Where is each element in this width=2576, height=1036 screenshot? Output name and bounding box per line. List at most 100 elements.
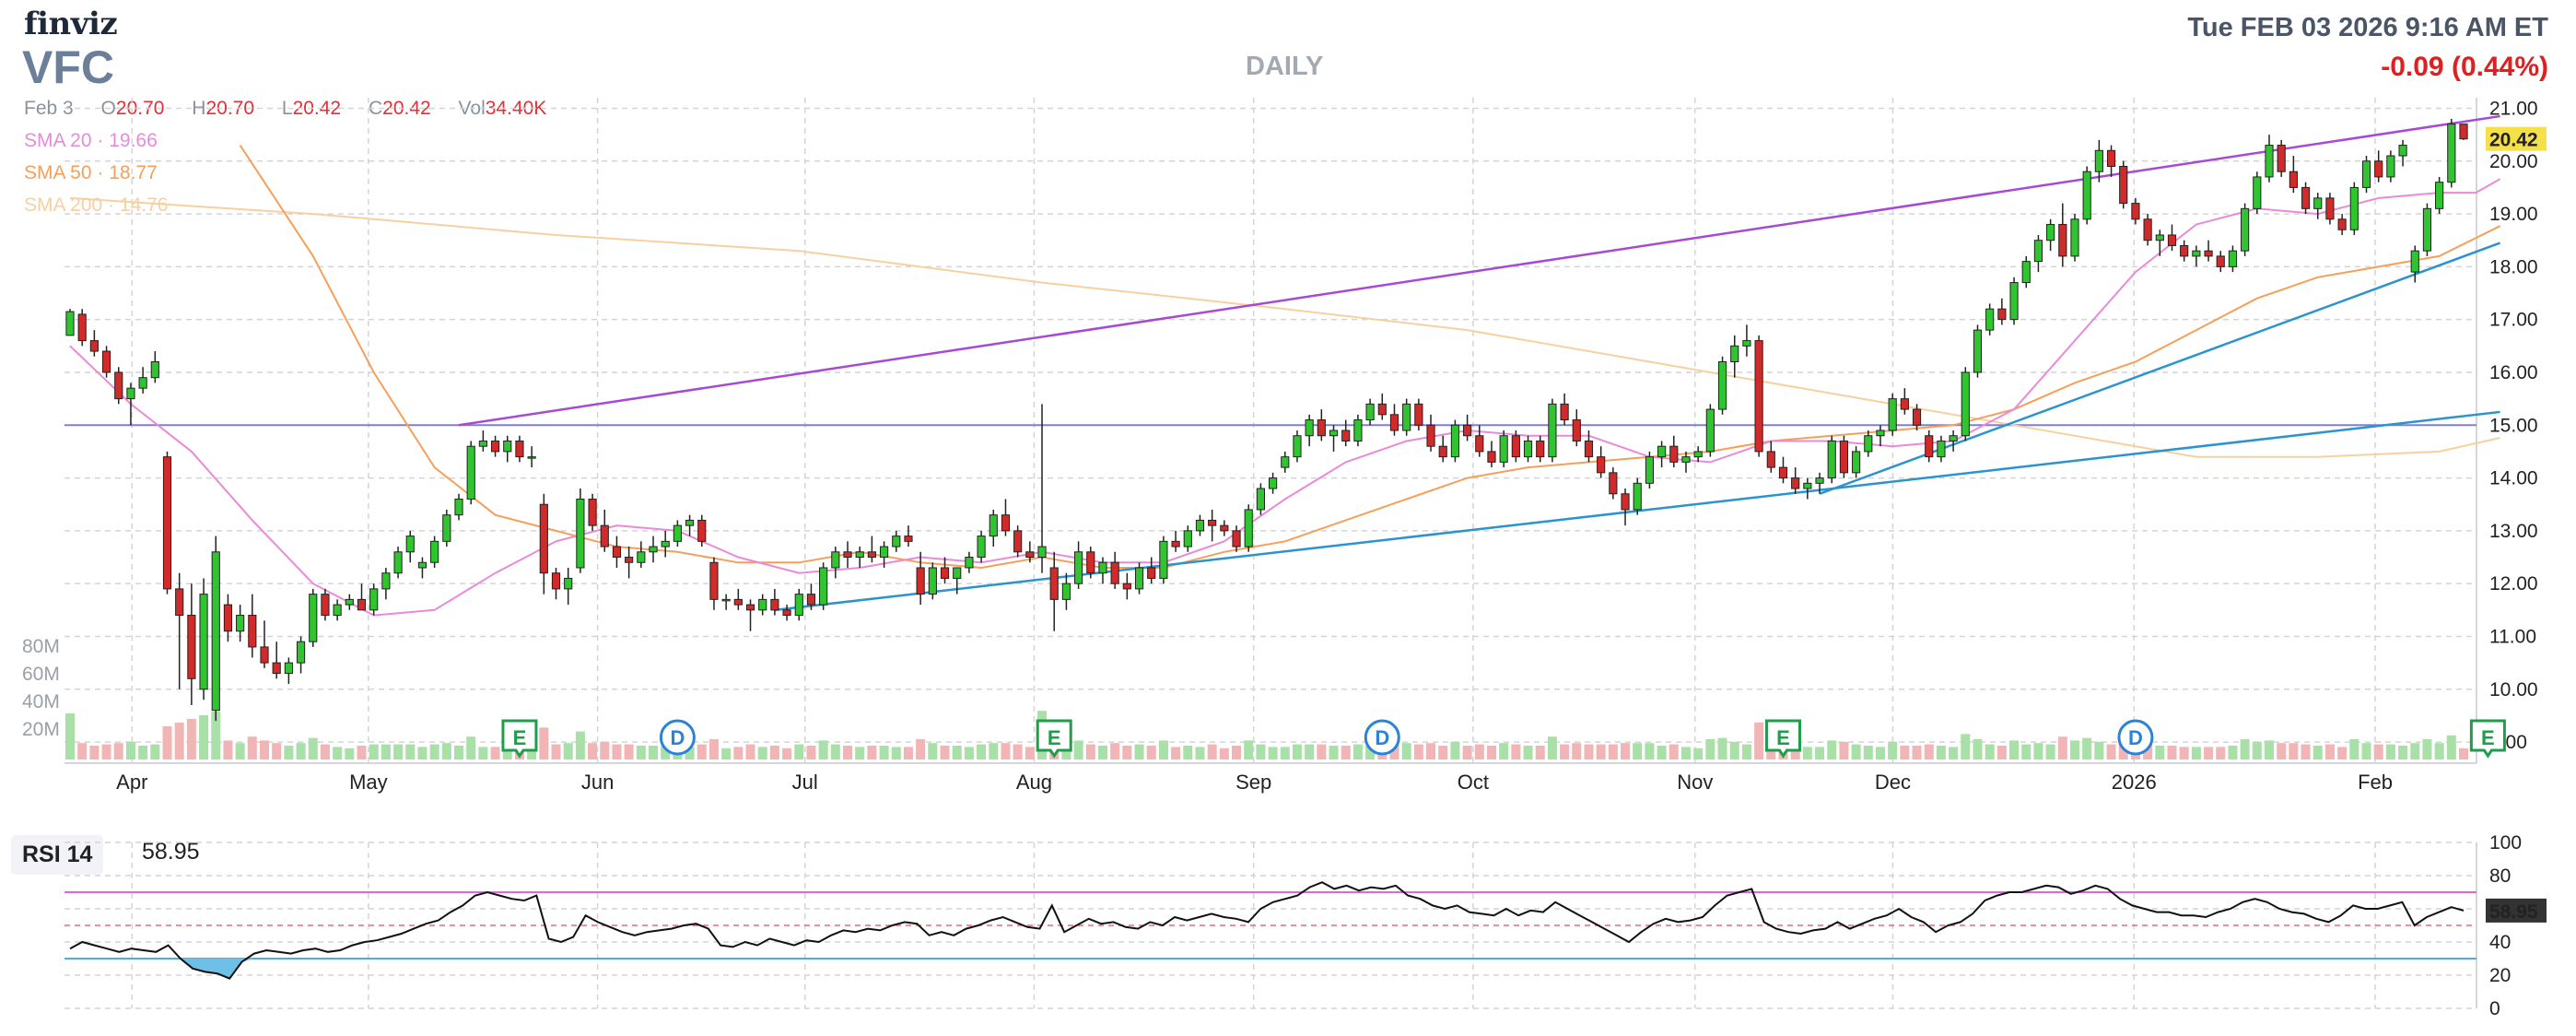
candle: [770, 588, 779, 616]
volume-bar: [429, 744, 439, 759]
dividend-marker[interactable]: D: [659, 719, 696, 756]
candle: [490, 435, 500, 457]
volume-bar: [1280, 747, 1290, 759]
candle: [430, 536, 439, 568]
earnings-marker[interactable]: E: [1764, 719, 1801, 759]
ohlc-low: 20.42: [292, 98, 342, 119]
candle: [2070, 214, 2079, 262]
candle: [1147, 557, 1156, 584]
volume-bar: [478, 747, 488, 759]
candle: [2119, 160, 2128, 209]
candle-body: [2386, 155, 2395, 178]
candle-body: [977, 536, 986, 559]
candle: [1244, 504, 1253, 552]
price-change: -0.09 (0.44%): [2381, 52, 2548, 82]
candle-body: [1061, 583, 1071, 600]
volume-bar: [1729, 741, 1739, 759]
earnings-marker-label: E: [513, 726, 527, 749]
candle: [1402, 398, 1411, 436]
candle-body: [2349, 186, 2359, 230]
volume-bar: [649, 746, 659, 759]
volume-bar: [1426, 743, 1436, 759]
candle-body: [2094, 149, 2103, 172]
candle: [65, 309, 75, 336]
volume-bar: [1669, 744, 1679, 759]
candle-body: [1778, 466, 1788, 479]
candle-body: [77, 313, 87, 342]
earnings-marker-shape: [1764, 719, 1801, 759]
volume-bar: [1693, 748, 1704, 759]
candle-body: [260, 646, 269, 664]
sma50-value: 18.77: [109, 162, 158, 183]
volume-bar: [2324, 744, 2335, 759]
volume-bar: [1097, 746, 1107, 759]
finviz-logo[interactable]: finviz: [24, 6, 118, 42]
candle-body: [1037, 546, 1047, 559]
candle-body: [2119, 165, 2128, 205]
earnings-marker[interactable]: E: [2469, 719, 2506, 759]
volume-bar: [1499, 743, 1509, 759]
earnings-marker-label: E: [2481, 726, 2495, 749]
candle: [1256, 483, 1265, 515]
volume-bar: [453, 746, 464, 759]
volume-bar: [1389, 744, 1399, 759]
earnings-marker-label: E: [1048, 726, 1061, 749]
sma20-legend[interactable]: SMA 20 · 19.66: [24, 130, 158, 151]
volume-tick-label: 80M: [22, 636, 60, 657]
candle: [1269, 472, 1278, 494]
candle-body: [296, 641, 306, 664]
candle: [1803, 477, 1812, 500]
candle: [892, 530, 901, 552]
candle: [114, 367, 123, 405]
sma50-legend[interactable]: SMA 50 · 18.77: [24, 162, 158, 183]
candle-body: [1584, 440, 1594, 458]
price-tick-label: 20.00: [2489, 151, 2538, 172]
sma20-line: [69, 178, 2501, 617]
candle-body: [928, 567, 937, 595]
candle: [223, 594, 233, 642]
candle-body: [1220, 524, 1229, 532]
earnings-marker[interactable]: E: [1036, 719, 1072, 759]
dividend-marker[interactable]: D: [1364, 719, 1400, 756]
candle: [1281, 451, 1290, 473]
volume-bar: [162, 726, 172, 759]
candle: [515, 435, 524, 463]
candle: [576, 489, 585, 573]
volume-bar: [1317, 744, 1327, 759]
candle-body: [454, 498, 463, 516]
volume-bar: [769, 746, 779, 759]
candle: [612, 536, 622, 568]
volume-bar: [138, 746, 148, 759]
candle-body: [236, 615, 245, 632]
dividend-marker-label: D: [1375, 726, 1389, 749]
candle: [260, 620, 269, 668]
candle-body: [1949, 435, 1958, 441]
sma20-label: SMA 20: [24, 130, 92, 151]
volume-bar: [879, 746, 889, 759]
earnings-marker[interactable]: E: [501, 719, 538, 759]
candle: [1159, 536, 1168, 584]
candle-body: [490, 440, 500, 453]
volume-tick-label: 40M: [22, 691, 60, 712]
volume-bar: [1195, 747, 1205, 759]
ticker-symbol: VFC: [22, 41, 114, 93]
candle-body: [1900, 398, 1909, 410]
volume-bar: [2264, 740, 2275, 759]
dividend-marker[interactable]: D: [2117, 719, 2154, 756]
volume-bar: [1085, 744, 1095, 759]
candle-body: [2033, 240, 2043, 263]
volume-bar: [2458, 748, 2469, 759]
rsi-label[interactable]: RSI 14: [11, 835, 104, 875]
volume-bar: [1584, 744, 1594, 759]
candle-body: [138, 377, 147, 389]
price-tick-label: 12.00: [2489, 573, 2538, 595]
candle-body: [1049, 567, 1059, 600]
volume-bar: [977, 744, 987, 759]
candle-body: [625, 557, 634, 563]
candle-body: [1450, 424, 1459, 458]
time-tick-label: Oct: [1458, 771, 1489, 794]
candle-body: [357, 598, 367, 611]
candle-body: [2167, 234, 2177, 246]
volume-bar: [964, 747, 974, 759]
